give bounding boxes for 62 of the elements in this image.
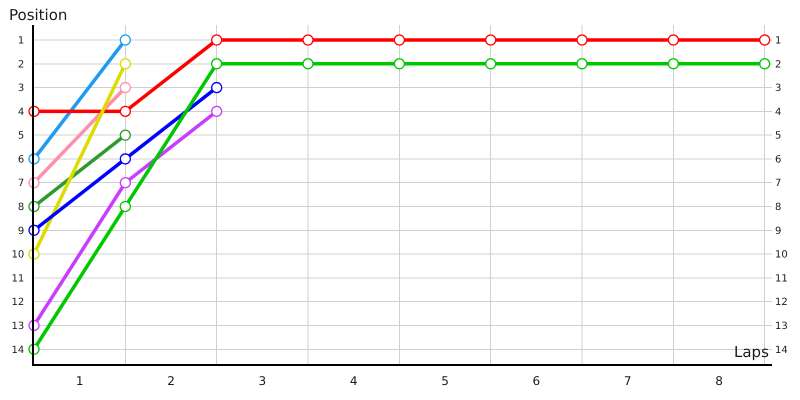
y2-tick-label: 7: [775, 178, 782, 190]
point: [302, 34, 314, 46]
y-tick-label: 12: [12, 297, 24, 308]
point: [211, 82, 222, 94]
y-axis-title: Position: [9, 6, 68, 24]
point: [120, 177, 131, 188]
y-tick-label: 8: [18, 202, 24, 214]
y2-tick-label: 6: [775, 154, 782, 166]
y2-tick-label: 9: [775, 226, 782, 237]
point: [120, 58, 131, 70]
y-tick-label: 3: [18, 83, 24, 94]
y-tick-label: 6: [18, 154, 24, 166]
point: [394, 58, 405, 70]
point: [211, 34, 222, 46]
point: [211, 106, 222, 118]
point: [120, 153, 131, 165]
x-tick-label: 6: [532, 374, 540, 388]
point: [485, 58, 496, 70]
x-tick-label: 3: [258, 374, 266, 388]
x-tick-label: 7: [624, 374, 632, 388]
x-tick-label: 2: [167, 374, 175, 388]
point: [302, 58, 314, 70]
y2-tick-label: 8: [775, 202, 782, 214]
x-tick-label: 5: [441, 374, 449, 388]
y2-tick-label: 14: [775, 344, 788, 356]
point: [485, 34, 496, 46]
y-tick-label: 4: [18, 106, 24, 118]
y2-tick-label: 5: [775, 130, 782, 142]
point: [120, 106, 131, 118]
point: [394, 34, 405, 46]
x-tick-label: 8: [715, 374, 723, 388]
x-axis-title: Laps: [734, 343, 770, 361]
y-tick-label: 1: [18, 35, 24, 46]
point: [120, 200, 131, 212]
point: [211, 58, 222, 70]
y-tick-label: 5: [18, 130, 24, 142]
x-tick-label: 4: [350, 374, 358, 388]
point: [120, 82, 131, 94]
y2-tick-label: 2: [775, 59, 782, 70]
point: [759, 34, 770, 46]
y2-tick-label: 13: [775, 320, 788, 332]
y-tick-label: 9: [18, 226, 24, 237]
y-tick-label: 13: [12, 320, 24, 332]
point: [576, 34, 588, 46]
y2-tick-label: 3: [775, 83, 782, 94]
point: [668, 58, 680, 70]
y2-tick-label: 4: [775, 106, 782, 118]
y2-tick-label: 1: [775, 35, 782, 46]
point: [576, 58, 588, 70]
point: [759, 58, 770, 70]
point: [120, 34, 131, 46]
y-tick-label: 11: [12, 273, 24, 284]
y2-tick-label: 11: [775, 273, 788, 284]
x-tick-label: 1: [76, 374, 84, 388]
y-tick-label: 14: [12, 344, 24, 356]
y-tick-label: 2: [18, 59, 24, 70]
y-tick-label: 7: [18, 178, 24, 190]
point: [120, 130, 131, 141]
y2-tick-label: 12: [775, 297, 788, 308]
y-tick-label: 10: [12, 250, 24, 261]
y2-tick-label: 10: [775, 250, 788, 261]
point: [668, 34, 680, 46]
